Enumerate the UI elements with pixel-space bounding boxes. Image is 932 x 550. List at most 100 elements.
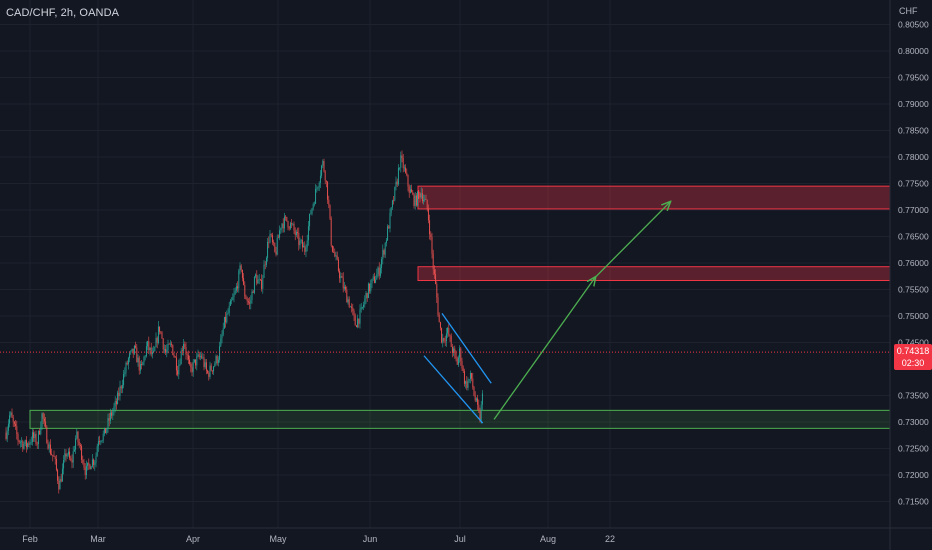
candle-body xyxy=(450,336,452,347)
candle-body xyxy=(261,279,263,289)
candle-body xyxy=(363,304,365,308)
candle-body xyxy=(59,479,61,490)
candle-body xyxy=(137,357,139,363)
candle-body xyxy=(63,460,65,469)
candle-body xyxy=(130,350,132,354)
candle-body xyxy=(227,312,229,314)
candle-body xyxy=(175,357,177,371)
projection-arrow xyxy=(594,202,670,278)
candle-body xyxy=(132,348,134,354)
candle-body xyxy=(183,344,185,351)
candle-body xyxy=(472,378,474,388)
candle-body xyxy=(133,345,135,354)
candle-body xyxy=(286,216,288,222)
candle-body xyxy=(237,286,239,289)
candle-body xyxy=(357,318,359,328)
candle-body xyxy=(387,226,389,241)
candle-body xyxy=(136,347,138,363)
candle-body xyxy=(345,286,347,290)
candle-body xyxy=(127,358,129,365)
candle-body xyxy=(396,181,398,185)
candle-body xyxy=(84,467,86,475)
candle-body xyxy=(10,412,12,416)
candle-body xyxy=(181,350,183,352)
candle-body xyxy=(473,387,475,396)
candle-body xyxy=(129,353,131,359)
candle-body xyxy=(303,245,305,248)
candle-body xyxy=(201,356,203,358)
candle-body xyxy=(461,361,463,369)
candle-body xyxy=(52,454,54,456)
candle-body xyxy=(203,357,205,368)
candle-body xyxy=(324,171,326,181)
candle-body xyxy=(39,430,41,435)
price-axis xyxy=(890,0,932,550)
candle-body xyxy=(454,348,456,354)
candle-body xyxy=(141,364,143,366)
x-tick-label: Jun xyxy=(363,534,378,544)
candle-body xyxy=(358,318,360,324)
candle-body xyxy=(177,370,179,375)
candle-body xyxy=(459,348,461,358)
candle-body xyxy=(251,291,253,301)
candle-body xyxy=(306,240,308,248)
candle-body xyxy=(313,203,315,205)
candle-body xyxy=(169,343,171,345)
candle-body xyxy=(239,265,241,271)
candle-body xyxy=(105,428,107,434)
candle-body xyxy=(167,343,169,350)
candle-body xyxy=(61,468,63,482)
candle-body xyxy=(150,347,152,355)
candle-body xyxy=(309,213,311,227)
x-tick-label: Aug xyxy=(540,534,556,544)
candle-body xyxy=(78,442,80,445)
candle-body xyxy=(250,300,252,304)
candle-body xyxy=(403,167,405,169)
y-tick-label: 0.79000 xyxy=(898,99,929,109)
candle-body xyxy=(478,404,480,411)
candle-body xyxy=(304,245,306,252)
candle-body xyxy=(402,157,404,168)
candle-body xyxy=(315,188,317,204)
candle-body xyxy=(465,381,467,384)
candle-body xyxy=(123,374,125,386)
candle-body xyxy=(424,198,426,200)
candle-body xyxy=(475,398,477,401)
candle-body xyxy=(444,340,446,342)
candle-body xyxy=(348,299,350,308)
candle-body xyxy=(349,306,351,308)
candle-body xyxy=(366,292,368,299)
candle-body xyxy=(369,283,371,292)
candle-body xyxy=(379,267,381,276)
candle-body xyxy=(423,199,425,201)
candle-body xyxy=(49,444,51,454)
candle-body xyxy=(408,186,410,193)
candle-body xyxy=(245,296,247,300)
candle-body xyxy=(46,426,48,444)
y-tick-label: 0.79500 xyxy=(898,73,929,83)
candle-body xyxy=(442,337,444,343)
candle-body xyxy=(469,373,471,380)
candle-body xyxy=(82,459,84,463)
candle-body xyxy=(42,413,44,419)
candle-body xyxy=(448,327,450,336)
candle-body xyxy=(34,433,36,438)
candle-body xyxy=(168,343,170,345)
candle-body xyxy=(427,208,429,221)
candle-body xyxy=(259,279,261,280)
candle-body xyxy=(319,175,321,183)
candle-body xyxy=(101,440,103,442)
candle-body xyxy=(166,349,168,353)
candle-body xyxy=(289,223,291,229)
y-tick-label: 0.73000 xyxy=(898,417,929,427)
candle-body xyxy=(275,251,277,255)
candle-body xyxy=(382,250,384,260)
candle-body xyxy=(89,464,91,470)
candle-body xyxy=(347,299,349,303)
candle-body xyxy=(111,412,113,416)
candle-body xyxy=(435,274,437,284)
candle-body xyxy=(291,223,293,225)
candle-body xyxy=(367,283,369,299)
